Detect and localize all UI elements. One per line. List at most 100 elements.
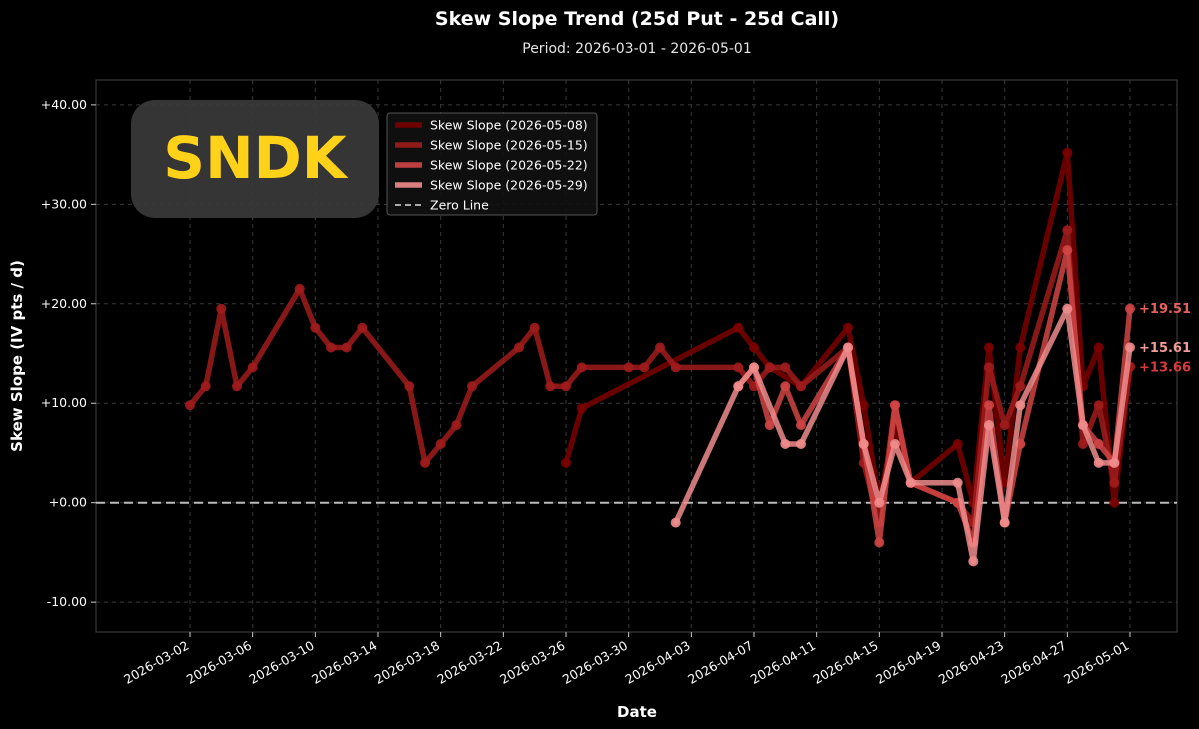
legend-label: Skew Slope (2026-05-22) [430, 158, 588, 173]
data-point [639, 362, 650, 373]
legend-label: Zero Line [430, 198, 489, 213]
data-point [780, 362, 791, 373]
data-point [796, 420, 806, 431]
data-point [984, 342, 994, 353]
data-point [1078, 439, 1088, 449]
data-point [780, 439, 791, 449]
data-point [341, 342, 352, 353]
data-point [890, 439, 900, 449]
data-point [890, 400, 900, 411]
y-tick-label: +40.00 [41, 97, 87, 112]
y-tick-label: +0.00 [49, 495, 87, 510]
data-point [733, 381, 744, 392]
data-point [1062, 225, 1073, 236]
data-point [968, 556, 979, 567]
data-point [200, 381, 211, 392]
data-point [764, 362, 775, 373]
data-point [796, 439, 806, 449]
data-point [529, 322, 540, 333]
legend-entry: Zero Line [395, 198, 489, 213]
data-point [545, 381, 556, 392]
data-point [404, 381, 415, 392]
data-point [858, 400, 869, 411]
y-tick-label: +10.00 [41, 395, 87, 410]
data-point [1062, 147, 1073, 158]
y-tick-label: +20.00 [41, 296, 87, 311]
data-point [1015, 342, 1026, 353]
data-point [733, 362, 744, 373]
data-point [1093, 400, 1104, 411]
data-point [247, 362, 258, 373]
data-point [1062, 245, 1073, 256]
chart-subtitle: Period: 2026-03-01 - 2026-05-01 [522, 41, 752, 57]
data-point [294, 283, 305, 294]
data-point [984, 400, 994, 411]
ticker-watermark: SNDK [131, 100, 379, 218]
data-point [1093, 439, 1104, 449]
chart-title: Skew Slope Trend (25d Put - 25d Call) [435, 8, 839, 30]
data-point [232, 381, 242, 392]
data-point [357, 322, 368, 333]
data-point [576, 362, 587, 373]
data-point [796, 381, 806, 392]
data-point [435, 439, 446, 449]
data-point [1125, 303, 1135, 314]
legend-entry: Skew Slope (2026-05-08) [395, 118, 588, 133]
data-point [1109, 457, 1120, 468]
data-point [749, 362, 759, 373]
data-point [952, 439, 963, 449]
data-point [451, 420, 462, 431]
data-point [576, 403, 587, 414]
data-point [1015, 400, 1026, 411]
end-value-label: +15.61 [1139, 341, 1191, 356]
data-point [749, 342, 759, 353]
data-point [216, 303, 227, 314]
data-point [420, 457, 430, 468]
legend-frame [386, 112, 598, 216]
data-point [780, 381, 791, 392]
legend: Skew Slope (2026-05-08) Skew Slope (2026-… [386, 112, 598, 216]
end-value-label: +19.51 [1139, 302, 1191, 317]
data-point [1109, 497, 1120, 508]
data-point [952, 477, 963, 488]
data-point [874, 497, 885, 508]
data-point [1015, 381, 1026, 392]
data-point [874, 537, 885, 548]
data-point [467, 381, 477, 392]
data-point [561, 457, 571, 468]
y-axis-label: Skew Slope (IV pts / d) [8, 260, 26, 452]
y-tick-label: +30.00 [41, 196, 87, 211]
data-point [310, 322, 321, 333]
data-point [1093, 342, 1104, 353]
data-point [1109, 477, 1120, 488]
legend-label: Skew Slope (2026-05-29) [430, 178, 588, 193]
data-point [843, 342, 853, 353]
data-point [999, 517, 1010, 528]
data-point [999, 420, 1010, 431]
data-point [733, 322, 744, 333]
series-2 [185, 225, 1135, 528]
end-value-labels: +19.51 +15.61 +13.66 [1139, 302, 1191, 375]
watermark-text: SNDK [163, 124, 348, 192]
data-point [858, 439, 869, 449]
series-group [185, 147, 1135, 567]
data-point [670, 517, 681, 528]
data-point [1062, 303, 1073, 314]
data-point [1078, 420, 1088, 431]
x-axis-label: Date [617, 703, 657, 721]
data-point [1093, 457, 1104, 468]
data-point [843, 322, 853, 333]
watermark-box [131, 100, 379, 218]
end-value-label: +13.66 [1139, 360, 1191, 375]
data-point [655, 342, 665, 353]
legend-label: Skew Slope (2026-05-15) [430, 138, 588, 153]
y-tick-label: -10.00 [47, 594, 87, 609]
data-point [670, 362, 681, 373]
y-axis-ticks: -10.00 +0.00 +10.00 +20.00 +30.00 +40.00 [41, 97, 96, 609]
legend-entry: Skew Slope (2026-05-29) [395, 178, 588, 193]
data-point [764, 420, 775, 431]
series-4 [670, 303, 1135, 567]
data-point [905, 477, 916, 488]
data-point [1125, 342, 1135, 353]
